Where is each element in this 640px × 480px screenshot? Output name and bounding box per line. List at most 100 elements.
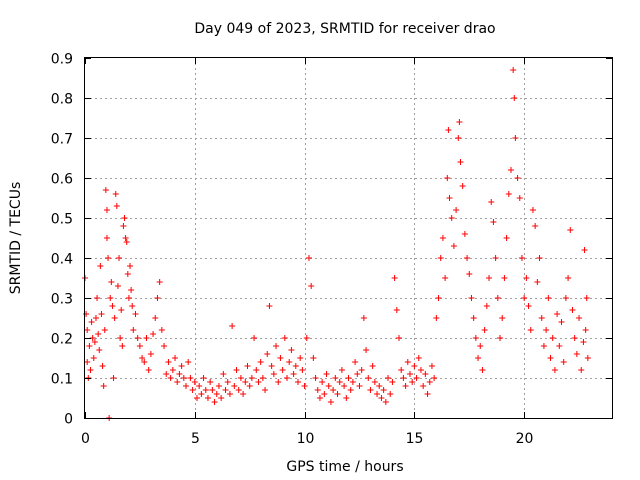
data-point bbox=[229, 323, 236, 329]
data-point bbox=[330, 387, 337, 393]
data-point bbox=[481, 327, 488, 333]
data-point bbox=[529, 207, 536, 213]
data-point bbox=[457, 159, 464, 165]
data-point bbox=[525, 303, 532, 309]
data-point bbox=[124, 271, 131, 277]
data-point bbox=[215, 383, 222, 389]
data-point bbox=[461, 231, 468, 237]
data-point bbox=[358, 367, 365, 373]
data-point bbox=[560, 359, 567, 365]
data-point bbox=[527, 327, 534, 333]
data-point bbox=[84, 327, 91, 333]
data-point bbox=[90, 355, 97, 361]
data-point bbox=[235, 387, 242, 393]
x-tick-label: 0 bbox=[81, 431, 90, 447]
data-point bbox=[400, 375, 407, 381]
data-point bbox=[141, 359, 148, 365]
data-point bbox=[253, 367, 260, 373]
y-tick-label: 0 bbox=[64, 412, 73, 428]
data-point bbox=[512, 135, 519, 141]
data-point bbox=[255, 379, 262, 385]
data-point bbox=[540, 343, 547, 349]
data-point bbox=[312, 375, 319, 381]
data-point bbox=[369, 363, 376, 369]
data-point bbox=[374, 391, 381, 397]
data-point bbox=[576, 315, 583, 321]
data-point bbox=[213, 391, 220, 397]
data-point bbox=[536, 255, 543, 261]
data-point bbox=[198, 391, 205, 397]
y-tick-label: 0.8 bbox=[51, 92, 73, 108]
data-point bbox=[178, 363, 185, 369]
data-point bbox=[319, 379, 326, 385]
data-point bbox=[497, 335, 504, 341]
data-point bbox=[187, 375, 194, 381]
data-point bbox=[583, 295, 590, 301]
data-point bbox=[571, 335, 578, 341]
data-point bbox=[99, 363, 106, 369]
data-point bbox=[347, 387, 354, 393]
y-tick-label: 0.3 bbox=[51, 292, 73, 308]
data-point bbox=[129, 303, 136, 309]
data-point bbox=[420, 383, 427, 389]
data-point bbox=[286, 359, 293, 365]
data-point bbox=[262, 387, 269, 393]
data-point bbox=[125, 295, 132, 301]
data-point bbox=[183, 383, 190, 389]
x-tick-label: 10 bbox=[297, 431, 315, 447]
data-point bbox=[332, 375, 339, 381]
data-point bbox=[257, 359, 264, 365]
data-point bbox=[185, 359, 192, 365]
data-point bbox=[204, 395, 211, 401]
data-point bbox=[139, 355, 146, 361]
data-point bbox=[108, 279, 115, 285]
data-point bbox=[514, 175, 521, 181]
ticks-layer bbox=[85, 58, 612, 419]
data-point bbox=[96, 347, 103, 353]
data-point bbox=[406, 371, 413, 377]
data-point bbox=[288, 347, 295, 353]
data-point bbox=[538, 315, 545, 321]
data-point bbox=[352, 359, 359, 365]
data-point bbox=[316, 395, 323, 401]
data-point bbox=[437, 255, 444, 261]
data-point bbox=[303, 335, 310, 341]
data-point bbox=[492, 255, 499, 261]
data-point bbox=[109, 303, 116, 309]
data-point bbox=[511, 95, 518, 101]
data-point bbox=[136, 343, 143, 349]
data-point bbox=[193, 395, 200, 401]
data-point bbox=[376, 383, 383, 389]
data-point bbox=[490, 219, 497, 225]
data-point bbox=[120, 223, 127, 229]
data-point bbox=[433, 315, 440, 321]
data-point bbox=[196, 383, 203, 389]
data-point bbox=[150, 331, 157, 337]
data-point bbox=[428, 363, 435, 369]
data-point bbox=[279, 367, 286, 373]
data-point bbox=[284, 375, 291, 381]
points-layer bbox=[82, 67, 591, 421]
data-point bbox=[367, 387, 374, 393]
data-point bbox=[547, 355, 554, 361]
x-tick-label: 20 bbox=[516, 431, 534, 447]
data-point bbox=[545, 295, 552, 301]
data-point bbox=[156, 279, 163, 285]
data-point bbox=[292, 363, 299, 369]
data-point bbox=[111, 315, 118, 321]
data-point bbox=[505, 191, 512, 197]
data-point bbox=[439, 235, 446, 241]
data-point bbox=[222, 387, 229, 393]
data-point bbox=[341, 383, 348, 389]
data-point bbox=[325, 383, 332, 389]
data-point bbox=[121, 215, 128, 221]
x-tick-label: 15 bbox=[406, 431, 424, 447]
data-point bbox=[301, 383, 308, 389]
data-point bbox=[581, 247, 588, 253]
data-point bbox=[380, 387, 387, 393]
plot-frame bbox=[84, 57, 613, 419]
data-point bbox=[445, 127, 452, 133]
data-point bbox=[450, 243, 457, 249]
data-point bbox=[486, 275, 493, 281]
